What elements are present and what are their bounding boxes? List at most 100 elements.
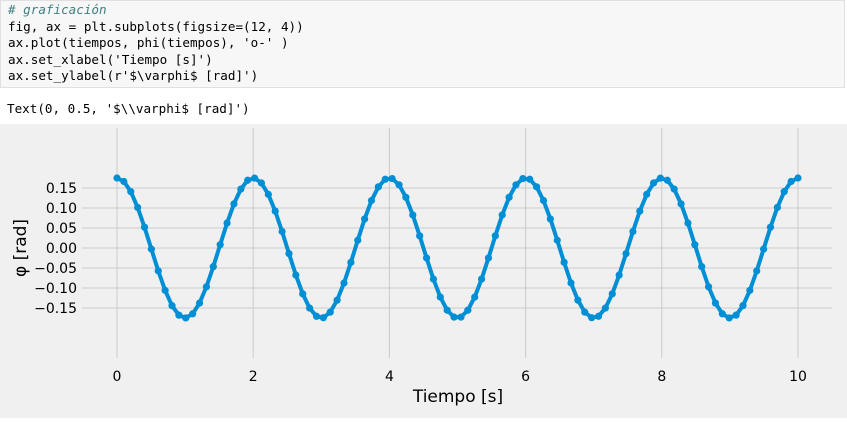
data-point-marker (409, 211, 417, 219)
code-line-1: # graficación (8, 2, 107, 17)
y-tick-label: −0.05 (34, 261, 77, 277)
x-tick-label: 10 (789, 369, 807, 385)
data-point-marker (457, 313, 465, 321)
data-point-marker (629, 227, 637, 236)
chart-output: 0 2 4 6 8 10 0.15 0.10 0.05 0.00 −0.05 −0.10 −0.15 T… (0, 124, 847, 418)
y-axis-label: φ [rad] (11, 219, 31, 277)
x-tick-label: 2 (249, 369, 258, 385)
data-point-marker (120, 177, 128, 186)
data-point-marker (512, 181, 520, 189)
data-point-marker (367, 196, 376, 205)
data-point-marker (285, 249, 293, 258)
data-point-marker (182, 314, 190, 322)
data-point-marker (539, 196, 548, 205)
data-point-marker (134, 203, 142, 211)
data-point-marker (223, 219, 231, 227)
data-point-marker (519, 174, 527, 183)
data-point-marker (505, 193, 513, 201)
figure-background (0, 124, 847, 418)
data-point-marker (347, 258, 355, 266)
x-tick-label: 0 (113, 369, 122, 385)
data-point-marker (271, 207, 279, 215)
data-point-marker (780, 188, 788, 196)
data-point-marker (147, 245, 155, 253)
data-point-marker (636, 207, 644, 215)
data-point-marker (615, 271, 623, 279)
data-point-marker (361, 215, 369, 223)
data-point-marker (402, 193, 410, 201)
data-point-marker (533, 183, 541, 191)
code-line-3: ax.plot(tiempos, phi(tiempos), 'o-' ) (8, 35, 289, 50)
data-point-marker (319, 314, 327, 322)
data-point-marker (264, 190, 272, 198)
data-point-marker (588, 314, 596, 322)
data-point-marker (773, 203, 781, 211)
tick-labels: 0 2 4 6 8 10 0.15 0.10 0.05 0.00 −0.05 −0.10 −0.15 (34, 181, 807, 385)
data-point-marker (649, 179, 658, 187)
data-point-marker (739, 302, 747, 310)
data-point-marker (333, 296, 341, 304)
data-point-marker (340, 279, 348, 287)
x-axis-label: Tiempo [s] (412, 387, 503, 407)
code-line-4: ax.set_xlabel('Tiempo [s]') (8, 51, 213, 67)
data-point-marker (388, 174, 396, 183)
data-point-marker (753, 267, 761, 275)
data-point-marker (608, 290, 616, 298)
data-point-marker (175, 311, 183, 319)
x-tick-label: 8 (657, 369, 666, 385)
data-point-marker (154, 267, 162, 275)
data-point-marker (443, 306, 451, 314)
data-point-marker (484, 254, 493, 262)
data-point-marker (711, 299, 720, 307)
data-point-marker (292, 271, 300, 279)
data-point-marker (113, 174, 121, 182)
data-point-marker (354, 236, 362, 244)
data-point-marker (732, 311, 740, 319)
data-point-marker (670, 185, 678, 193)
data-point-marker (436, 293, 444, 301)
data-point-marker (312, 312, 321, 320)
code-line-2: fig, ax = plt.subplots(figsize=(12, 4)) (8, 18, 304, 34)
y-tick-label: −0.10 (34, 281, 77, 297)
cell-output-text: Text(0, 0.5, '$\\varphi$ [rad]') (7, 101, 250, 116)
data-point-marker (216, 241, 224, 249)
y-tick-label: 0.05 (46, 221, 77, 237)
data-point-marker (691, 241, 699, 249)
data-point-marker (429, 275, 438, 283)
data-point-marker (794, 174, 802, 182)
data-point-marker (574, 296, 582, 304)
data-point-marker (684, 219, 692, 227)
data-point-marker (746, 286, 754, 294)
data-point-marker (491, 232, 499, 240)
data-point-marker (594, 312, 603, 320)
data-point-marker (161, 286, 169, 294)
data-point-marker (766, 223, 775, 231)
data-point-marker (326, 308, 334, 316)
data-point-marker (526, 175, 534, 183)
data-point-marker (718, 310, 726, 318)
y-tick-label: 0.00 (46, 241, 77, 257)
data-point-marker (471, 293, 479, 301)
data-point-marker (477, 275, 486, 283)
data-point-marker (464, 306, 472, 314)
series-layer (113, 174, 802, 322)
data-point-marker (663, 176, 671, 184)
data-point-marker (306, 304, 314, 312)
data-point-marker (250, 174, 259, 182)
code-editor[interactable]: # graficación fig, ax = plt.subplots(fig… (8, 2, 304, 85)
data-point-marker (546, 215, 554, 223)
data-point-marker (278, 227, 286, 236)
data-point-marker (601, 304, 609, 312)
data-point-marker (704, 283, 713, 291)
data-point-marker (395, 181, 403, 189)
y-tick-label: 0.10 (46, 201, 77, 217)
data-point-marker (656, 174, 665, 182)
data-point-marker (760, 245, 768, 253)
code-cell-input[interactable]: # graficación fig, ax = plt.subplots(fig… (0, 0, 845, 88)
data-point-marker (677, 200, 685, 208)
data-point-marker (209, 263, 217, 271)
data-point-marker (450, 313, 458, 321)
data-point-marker (553, 236, 561, 244)
data-point-marker (299, 290, 307, 298)
x-tick-label: 6 (521, 369, 530, 385)
